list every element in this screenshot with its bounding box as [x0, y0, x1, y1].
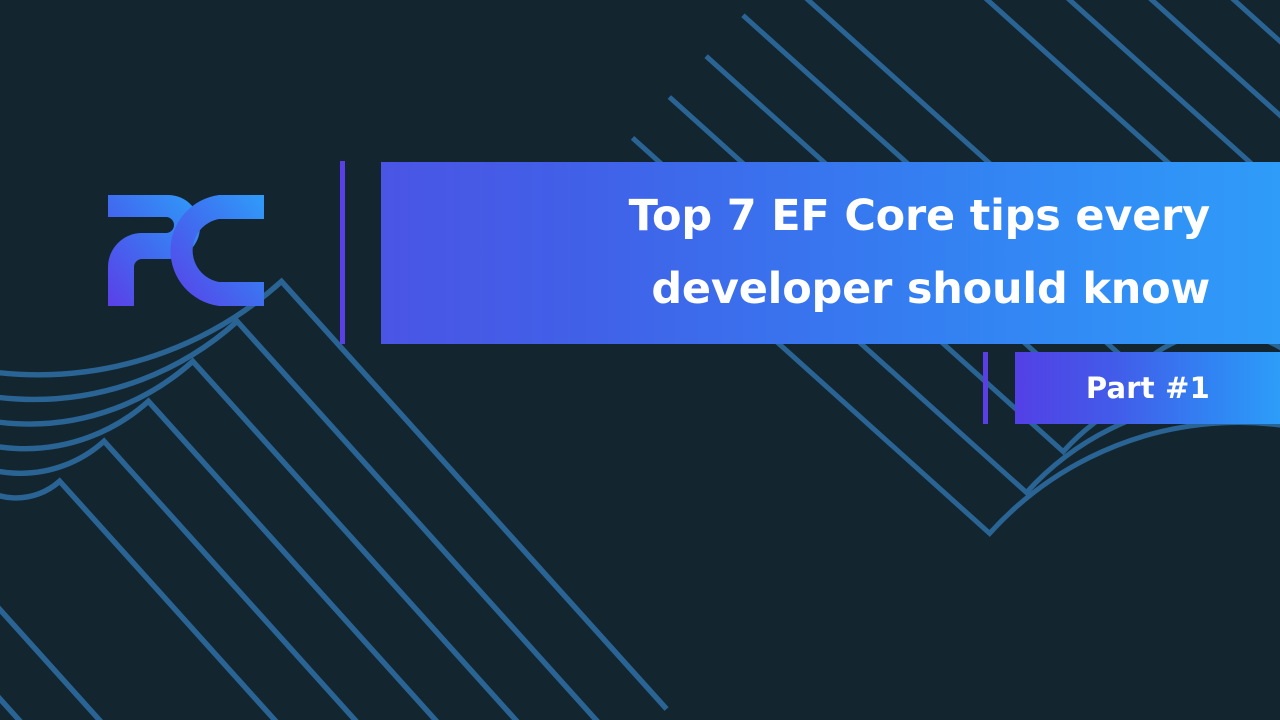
part-badge-label: Part #1 [1085, 371, 1210, 405]
rc-monogram-logo-icon[interactable] [106, 193, 266, 308]
part-accent-bar [983, 352, 988, 424]
title-banner: Top 7 EF Core tips every developer shoul… [381, 162, 1280, 344]
part-badge: Part #1 [1015, 352, 1280, 424]
rc-logo-svg [108, 195, 264, 306]
page-title: Top 7 EF Core tips every developer shoul… [628, 191, 1211, 314]
title-accent-bar [340, 161, 345, 344]
